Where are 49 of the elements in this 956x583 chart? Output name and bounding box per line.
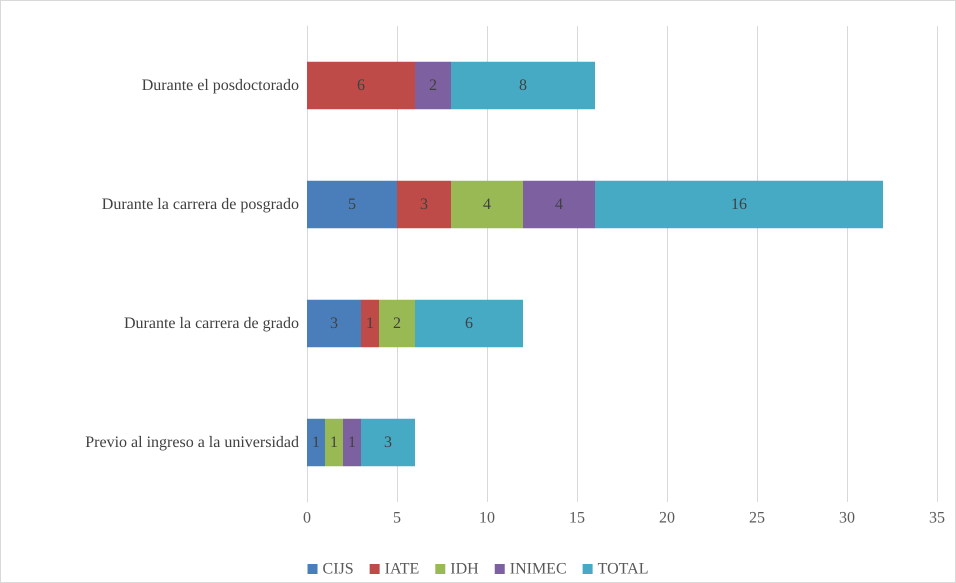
bar xyxy=(415,62,451,110)
y-tick-label: Durante el posdoctorado xyxy=(142,77,299,94)
bar xyxy=(415,300,523,348)
bar xyxy=(307,180,397,228)
legend-label: IATE xyxy=(384,560,420,578)
data-label: 1 xyxy=(348,434,356,451)
data-label: 16 xyxy=(731,196,747,213)
y-tick-label: Previo al ingreso a la universidad xyxy=(85,434,299,451)
x-tick-label: 15 xyxy=(569,510,585,526)
legend-label: TOTAL xyxy=(598,560,648,578)
bar xyxy=(343,418,361,466)
bar xyxy=(325,418,343,466)
data-label: 2 xyxy=(429,77,437,94)
x-tick-label: 30 xyxy=(839,510,855,526)
bar xyxy=(307,300,361,348)
bar xyxy=(361,418,415,466)
data-label: 5 xyxy=(348,196,356,213)
bar xyxy=(595,180,883,228)
data-label: 2 xyxy=(393,315,401,332)
x-tick-label: 0 xyxy=(303,510,311,526)
x-tick-label: 25 xyxy=(749,510,765,526)
data-label: 1 xyxy=(312,434,320,451)
x-tick-label: 5 xyxy=(393,510,401,526)
bar xyxy=(523,180,595,228)
legend-label: CIJS xyxy=(322,560,354,578)
x-tick-label: 20 xyxy=(659,510,675,526)
bar xyxy=(379,300,415,348)
y-tick-label: Durante la carrera de grado xyxy=(124,315,299,332)
data-label: 1 xyxy=(330,434,338,451)
data-label: 3 xyxy=(384,434,392,451)
y-tick-label: Durante la carrera de posgrado xyxy=(102,196,299,213)
data-label: 6 xyxy=(357,77,365,94)
data-label: 4 xyxy=(483,196,491,213)
x-tick-label: 35 xyxy=(929,510,945,526)
bar xyxy=(451,180,523,228)
bar xyxy=(451,62,595,110)
data-label: 3 xyxy=(330,315,338,332)
legend-label: INIMEC xyxy=(510,560,567,578)
legend-label: IDH xyxy=(450,560,480,578)
bar xyxy=(307,62,415,110)
bar xyxy=(307,418,325,466)
x-tick-label: 10 xyxy=(479,510,495,526)
data-label: 3 xyxy=(420,196,428,213)
data-label: 4 xyxy=(555,196,563,213)
data-label: 1 xyxy=(366,315,374,332)
bar xyxy=(397,180,451,228)
bar xyxy=(361,300,379,348)
data-label: 8 xyxy=(519,77,527,94)
data-label: 6 xyxy=(465,315,473,332)
